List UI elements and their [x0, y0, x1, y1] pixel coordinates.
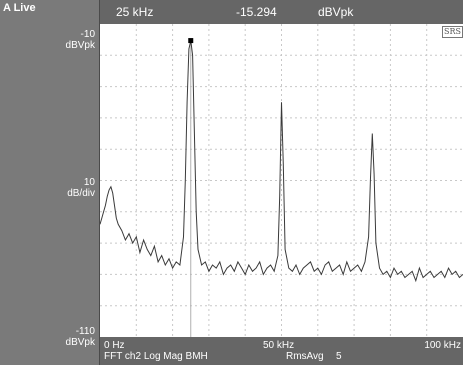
scale-top-unit: dBVpk	[65, 40, 95, 51]
status-bar: 0 Hz 50 kHz 100 kHz FFT ch2 Log Mag BMH …	[100, 337, 463, 365]
marker-frequency: 25 kHz	[116, 5, 154, 19]
spectrum-chart	[100, 24, 463, 337]
spectrum-plot[interactable]: SRS	[100, 24, 463, 337]
marker-amplitude: -15.294	[236, 5, 277, 19]
x-axis-mid: 50 kHz	[263, 340, 295, 351]
scale-div-value[interactable]: 10	[83, 177, 95, 188]
averaging-mode[interactable]: RmsAvg	[286, 351, 324, 362]
scale-panel: A Live -10 dBVpk 10 dB/div -110 dBVpk	[0, 0, 100, 365]
x-axis-end: 100 kHz	[424, 340, 461, 351]
marker-readout-bar: 25 kHz -15.294 dBVpk	[100, 0, 463, 24]
marker-point	[188, 38, 194, 44]
marker-unit: dBVpk	[318, 5, 354, 19]
scale-bottom-value: -110	[75, 326, 95, 337]
display-title[interactable]: A Live	[3, 2, 36, 14]
averaging-count[interactable]: 5	[336, 351, 342, 362]
srs-logo: SRS	[442, 26, 463, 38]
scale-div-unit[interactable]: dB/div	[67, 188, 95, 199]
x-axis-start: 0 Hz	[104, 340, 125, 351]
measurement-label[interactable]: FFT ch2 Log Mag BMH	[104, 351, 208, 362]
scale-bottom-unit: dBVpk	[65, 337, 95, 348]
spectrum-trace	[100, 40, 463, 283]
scale-top-value: -10	[80, 29, 95, 40]
